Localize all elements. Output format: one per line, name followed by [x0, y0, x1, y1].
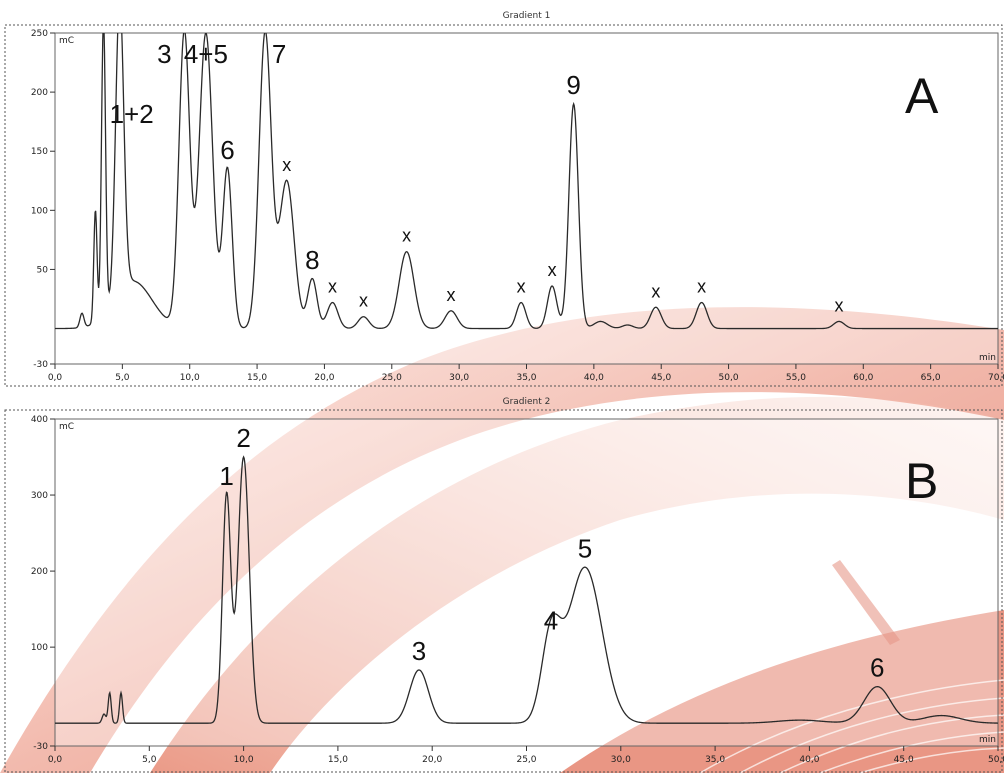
minor-peak-marker: x: [402, 226, 411, 246]
peak-label: 6: [220, 135, 234, 165]
peak-label: 2: [236, 423, 250, 453]
x-tick-label: 50,0: [988, 755, 1004, 765]
minor-peak-marker: x: [651, 281, 660, 301]
y-tick-label: 300: [31, 491, 48, 501]
y-tick-label: 250: [31, 29, 48, 39]
peak-label: 5: [578, 533, 592, 563]
minor-peak-marker: x: [328, 277, 337, 297]
minor-peak-marker: x: [835, 295, 844, 315]
x-tick-label: 45,0: [894, 755, 914, 765]
x-tick-label: 25,0: [382, 373, 402, 383]
peak-label: 7: [272, 39, 286, 69]
peak-label: 4+5: [184, 39, 228, 69]
minor-peak-marker: x: [517, 277, 526, 297]
x-tick-label: 15,0: [247, 373, 267, 383]
x-tick-label: 35,0: [705, 755, 725, 765]
panel-frame: [4, 409, 1003, 773]
peak-label: 3: [412, 636, 426, 666]
x-tick-label: 60,0: [853, 373, 873, 383]
x-tick-label: 15,0: [328, 755, 348, 765]
peak-label: 3: [157, 39, 171, 69]
y-axis-unit: mC: [59, 422, 74, 432]
y-tick-label: 100: [31, 206, 48, 216]
peak-label: 8: [305, 245, 319, 275]
peak-label: 6: [870, 653, 884, 683]
x-tick-label: 10,0: [180, 373, 200, 383]
minor-peak-marker: x: [282, 155, 291, 175]
x-tick-label: 5,0: [115, 373, 130, 383]
chromatogram-trace: [55, 455, 998, 724]
x-tick-label: 40,0: [799, 755, 819, 765]
y-tick-label: 50: [37, 265, 49, 275]
x-tick-label: 70,0: [988, 373, 1004, 383]
x-tick-label: 25,0: [516, 755, 536, 765]
peak-label: 9: [566, 70, 580, 100]
chart-title: Gradient 1: [503, 11, 551, 21]
background-swirl-decoration: [0, 307, 1004, 773]
y-tick-label: 100: [31, 643, 48, 653]
x-tick-label: 0,0: [48, 373, 63, 383]
panel-label: B: [905, 453, 938, 509]
x-tick-label: 50,0: [719, 373, 739, 383]
panel-label: A: [905, 68, 939, 124]
minor-peak-marker: x: [447, 285, 456, 305]
peak-label: 1+2: [110, 99, 154, 129]
peak-label: 1: [219, 461, 233, 491]
x-tick-label: 65,0: [921, 373, 941, 383]
chart-title: Gradient 2: [503, 397, 551, 407]
y-tick-label: 400: [31, 415, 48, 425]
x-tick-label: 35,0: [516, 373, 536, 383]
x-tick-label: 20,0: [314, 373, 334, 383]
minor-peak-marker: x: [548, 260, 557, 280]
chromatogram-trace: [55, 33, 998, 330]
plot-area: [54, 418, 999, 747]
x-axis-unit: min: [979, 735, 996, 745]
x-axis-unit: min: [979, 353, 996, 363]
minor-peak-marker: x: [359, 291, 368, 311]
y-tick-label: 200: [31, 567, 48, 577]
x-tick-label: 30,0: [449, 373, 469, 383]
chromatogram-panel-a: Gradient 1 mC min 0,0 5,0 10,0 15,0 20,0 25,0 30,…: [4, 11, 1004, 387]
x-tick-label: 0,0: [48, 755, 63, 765]
x-tick-label: 20,0: [422, 755, 442, 765]
panel-frame: [4, 24, 1003, 387]
x-tick-label: 40,0: [584, 373, 604, 383]
x-tick-label: 55,0: [786, 373, 806, 383]
y-tick-label: 150: [31, 147, 48, 157]
x-tick-label: 30,0: [611, 755, 631, 765]
chromatogram-panel-b: Gradient 2 mC min 0,0 5,0 10,0 15,0 20,0 25,0 30,…: [4, 397, 1004, 773]
y-tick-label: 200: [31, 88, 48, 98]
minor-peak-marker: x: [697, 277, 706, 297]
plot-area: [54, 32, 999, 365]
y-tick-label: -30: [33, 742, 48, 752]
x-tick-label: 10,0: [234, 755, 254, 765]
y-tick-label: -30: [33, 360, 48, 370]
y-axis-unit: mC: [59, 36, 74, 46]
x-tick-label: 5,0: [142, 755, 157, 765]
x-tick-label: 45,0: [651, 373, 671, 383]
peak-label: 4: [544, 606, 558, 636]
